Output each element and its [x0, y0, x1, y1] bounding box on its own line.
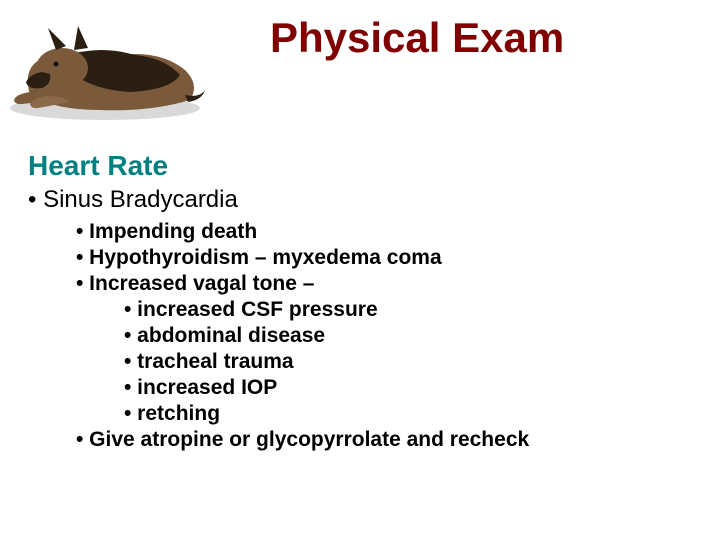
bullet-level3: • increased IOP [28, 376, 700, 400]
bullet-level2: • Impending death [28, 220, 700, 244]
bullet-level2: • Hypothyroidism – myxedema coma [28, 246, 700, 270]
slide-title: Physical Exam [270, 14, 564, 62]
bullet-level2: • Give atropine or glycopyrrolate and re… [28, 428, 700, 452]
bullet-level3: • abdominal disease [28, 324, 700, 348]
bullet-level3: • increased CSF pressure [28, 298, 700, 322]
bullet-level1: • Sinus Bradycardia [28, 186, 700, 214]
dog-image [0, 0, 210, 125]
bullet-level3: • tracheal trauma [28, 350, 700, 374]
section-heading: Heart Rate [28, 150, 700, 182]
bullet-level2: • Increased vagal tone – [28, 272, 700, 296]
bullet-level3: • retching [28, 402, 700, 426]
slide: Physical Exam Heart Rate • Sinus Bradyca… [0, 0, 720, 540]
slide-content: Heart Rate • Sinus Bradycardia • Impendi… [28, 150, 700, 454]
